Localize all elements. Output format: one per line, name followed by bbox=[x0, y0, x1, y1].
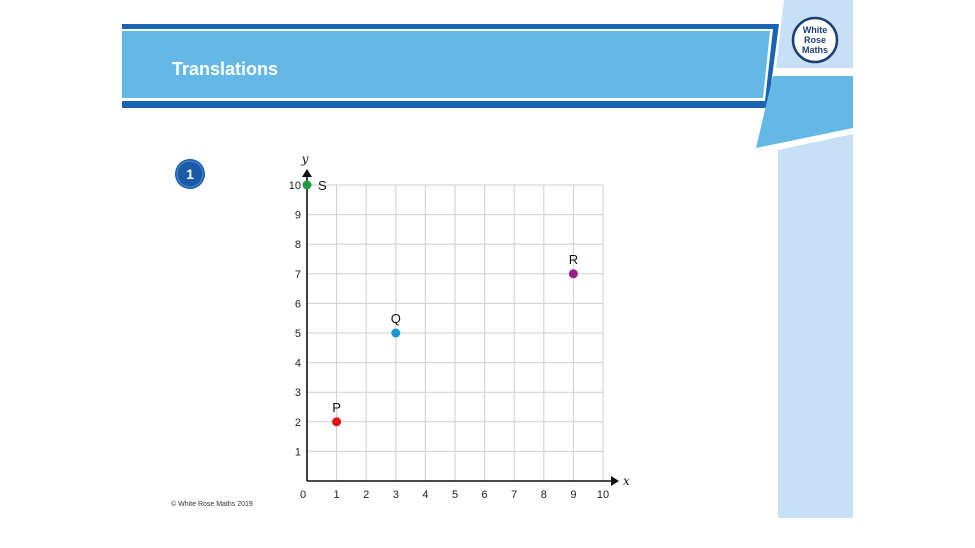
logo-text-line3: Maths bbox=[802, 45, 828, 55]
plotted-points: P Q R S bbox=[302, 178, 578, 427]
y-tick-label: 3 bbox=[295, 387, 301, 399]
grid-lines bbox=[307, 184, 604, 481]
x-tick-label: 6 bbox=[482, 489, 488, 501]
white-rose-maths-logo: White Rose Maths bbox=[791, 16, 839, 64]
logo-ring bbox=[791, 16, 839, 64]
x-tick-label: 4 bbox=[422, 489, 428, 501]
point-p bbox=[332, 417, 342, 427]
axes bbox=[302, 169, 619, 486]
point-s bbox=[302, 180, 312, 190]
coordinate-grid: 1 2 3 4 5 6 7 8 9 10 1 2 3 4 5 6 7 8 9 10 P Q R S 0 x y bbox=[289, 152, 630, 501]
banner-fill bbox=[122, 31, 770, 98]
side-panel-bottom bbox=[778, 134, 853, 518]
question-number: 1 bbox=[186, 166, 194, 182]
x-axis-title: x bbox=[623, 474, 630, 488]
point-r bbox=[568, 269, 578, 279]
x-tick-label: 7 bbox=[511, 489, 517, 501]
y-tick-label: 10 bbox=[289, 180, 301, 192]
x-tick-label: 5 bbox=[452, 489, 458, 501]
page-title: Translations bbox=[172, 59, 278, 79]
point-label-q: Q bbox=[391, 311, 401, 326]
side-panel-accent bbox=[756, 76, 853, 148]
question-number-badge: 1 bbox=[175, 159, 205, 189]
y-tick-label: 7 bbox=[295, 269, 301, 281]
x-tick-label: 10 bbox=[597, 489, 609, 501]
y-tick-label: 9 bbox=[295, 210, 301, 222]
y-axis-title: y bbox=[301, 152, 309, 166]
x-tick-labels: 1 2 3 4 5 6 7 8 9 10 bbox=[334, 489, 610, 501]
y-tick-label: 4 bbox=[295, 358, 301, 370]
logo-text-line1: White bbox=[803, 25, 828, 35]
point-label-r: R bbox=[569, 252, 578, 267]
y-axis-arrow bbox=[302, 169, 312, 177]
header-banner: Translations bbox=[122, 24, 779, 108]
y-tick-label: 5 bbox=[295, 328, 301, 340]
y-tick-label: 2 bbox=[295, 417, 301, 429]
x-tick-label: 3 bbox=[393, 489, 399, 501]
copyright-text: © White Rose Maths 2019 bbox=[171, 500, 253, 508]
y-tick-label: 1 bbox=[295, 446, 301, 458]
y-tick-label: 6 bbox=[295, 298, 301, 310]
badge-circle bbox=[175, 159, 205, 189]
origin-label: 0 bbox=[300, 489, 306, 501]
x-tick-label: 2 bbox=[363, 489, 369, 501]
point-label-p: P bbox=[332, 400, 341, 415]
y-tick-labels: 1 2 3 4 5 6 7 8 9 10 bbox=[289, 180, 301, 458]
badge-highlight bbox=[176, 160, 204, 188]
logo-text-line2: Rose bbox=[804, 35, 826, 45]
point-q bbox=[391, 328, 401, 338]
x-tick-label: 8 bbox=[541, 489, 547, 501]
x-tick-label: 9 bbox=[570, 489, 576, 501]
point-label-s: S bbox=[318, 178, 327, 193]
y-tick-label: 8 bbox=[295, 239, 301, 251]
x-tick-label: 1 bbox=[334, 489, 340, 501]
x-axis-arrow bbox=[611, 476, 619, 486]
